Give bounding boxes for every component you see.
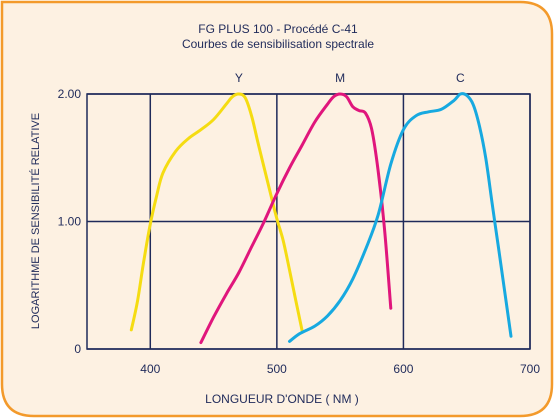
series-curve-y: [129, 92, 304, 333]
series-label-c: C: [456, 71, 465, 85]
series-curve-c: [288, 92, 513, 343]
x-tick-labels: 400 500 600 700: [140, 362, 540, 376]
y-axis-label: LOGARITHME DE SENSIBILITÉ RELATIVE: [29, 113, 42, 329]
series-label-m: M: [335, 71, 345, 85]
x-axis-label: LONGUEUR D'ONDE ( NM ): [205, 392, 359, 406]
series-label-y: Y: [235, 71, 243, 85]
chart-subtitle: Courbes de sensibilisation spectrale: [182, 37, 374, 51]
y-tick-label: 0: [74, 342, 81, 356]
x-tick-label: 700: [520, 362, 540, 376]
y-tick-label: 2.00: [58, 87, 82, 101]
y-tick-label: 1.00: [58, 215, 82, 229]
x-tick-label: 400: [140, 362, 160, 376]
x-tick-label: 600: [393, 362, 413, 376]
chart-title: FG PLUS 100 - Procédé C-41: [198, 22, 358, 36]
y-tick-labels: 0 1.00 2.00: [58, 87, 82, 356]
x-tick-label: 500: [267, 362, 287, 376]
curves: [129, 92, 513, 345]
series-curve-m: [199, 92, 393, 345]
